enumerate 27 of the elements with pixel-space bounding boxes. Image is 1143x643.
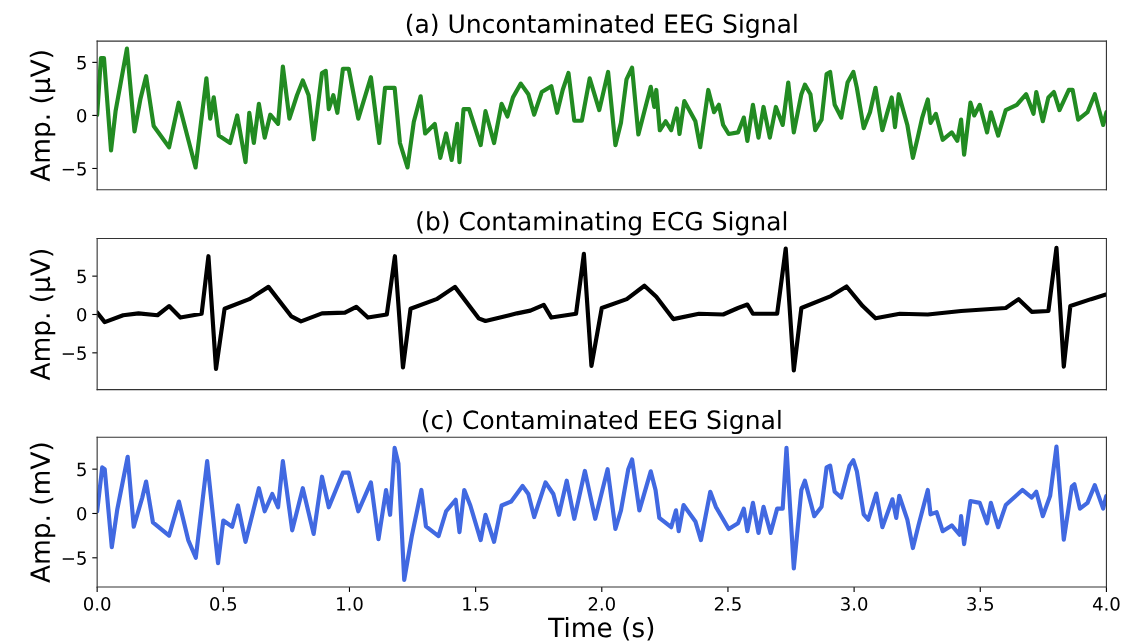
y-axis-title: Amp. (μV) <box>29 250 56 381</box>
chart-title: (c) Contaminated EEG Signal <box>422 409 781 435</box>
chart-title: (b) Contaminating ECG Signal <box>417 211 787 236</box>
x-tick-label: 0.0 <box>83 597 111 611</box>
x-tick-label: 4.0 <box>1092 597 1120 611</box>
line-series <box>97 46 1107 170</box>
y-tick-label: 5 <box>77 462 86 477</box>
y-tick-label: −5 <box>62 551 86 565</box>
x-tick-label: 3.5 <box>967 597 994 611</box>
y-tick-label: 0 <box>77 307 87 322</box>
x-tick-label: 2.5 <box>714 597 741 611</box>
y-tick-label: 5 <box>77 56 86 70</box>
x-tick-label: 2.0 <box>588 597 615 611</box>
line-series <box>97 444 1107 583</box>
y-tick-label: −5 <box>62 162 86 176</box>
x-axis-title: Time (s) <box>548 617 654 641</box>
chart-title: (a) Uncontaminated EEG Signal <box>406 13 797 39</box>
y-tick-label: 0 <box>77 506 87 521</box>
x-tick-label: 3.0 <box>841 597 868 611</box>
y-axis-title: Amp. (μV) <box>29 51 56 182</box>
y-axis-title: Amp. (mV) <box>29 443 56 583</box>
x-tick-label: 1.5 <box>463 597 489 611</box>
x-tick-label: 1.0 <box>337 597 363 611</box>
y-tick-label: −5 <box>62 346 86 360</box>
y-tick-label: 0 <box>77 108 87 123</box>
x-tick-label: 0.5 <box>210 597 237 611</box>
y-tick-label: 5 <box>77 269 86 284</box>
